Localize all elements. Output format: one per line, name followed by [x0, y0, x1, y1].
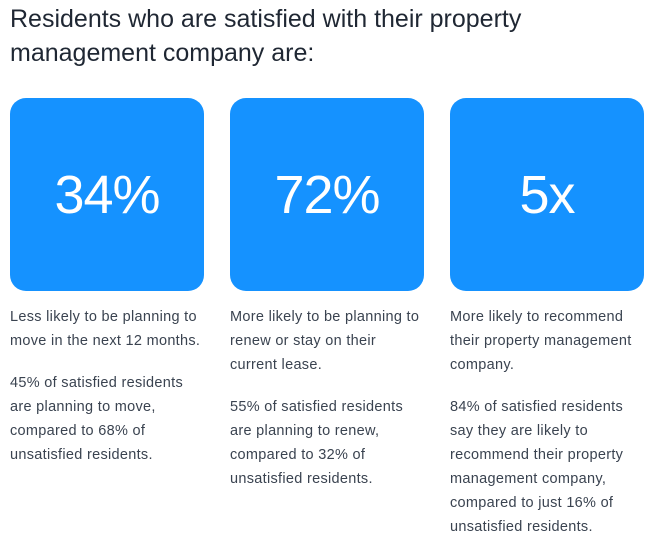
- stat-detail-recommend: 84% of satisfied residents say they are …: [450, 399, 624, 535]
- stat-card-move: 34%: [10, 98, 204, 291]
- stat-value-recommend: 5x: [519, 164, 575, 225]
- stat-summary-renew: More likely to be planning to renew or s…: [230, 309, 420, 373]
- page-headline: Residents who are satisfied with their p…: [10, 5, 522, 67]
- stat-detail-move: 45% of satisfied residents are planning …: [10, 375, 184, 463]
- stat-summary-recommend: More likely to recommend their property …: [450, 309, 632, 373]
- stat-value-move: 34%: [54, 164, 160, 225]
- stat-column-recommend: 5x More likely to recommend their proper…: [450, 98, 646, 539]
- stat-detail-renew: 55% of satisfied residents are planning …: [230, 399, 404, 487]
- stat-value-renew: 72%: [274, 164, 380, 225]
- stat-column-renew: 72% More likely to be planning to renew …: [230, 98, 426, 491]
- stat-card-renew: 72%: [230, 98, 424, 291]
- stat-column-move: 34% Less likely to be planning to move i…: [10, 98, 206, 467]
- stat-summary-move: Less likely to be planning to move in th…: [10, 309, 201, 349]
- stat-card-recommend: 5x: [450, 98, 644, 291]
